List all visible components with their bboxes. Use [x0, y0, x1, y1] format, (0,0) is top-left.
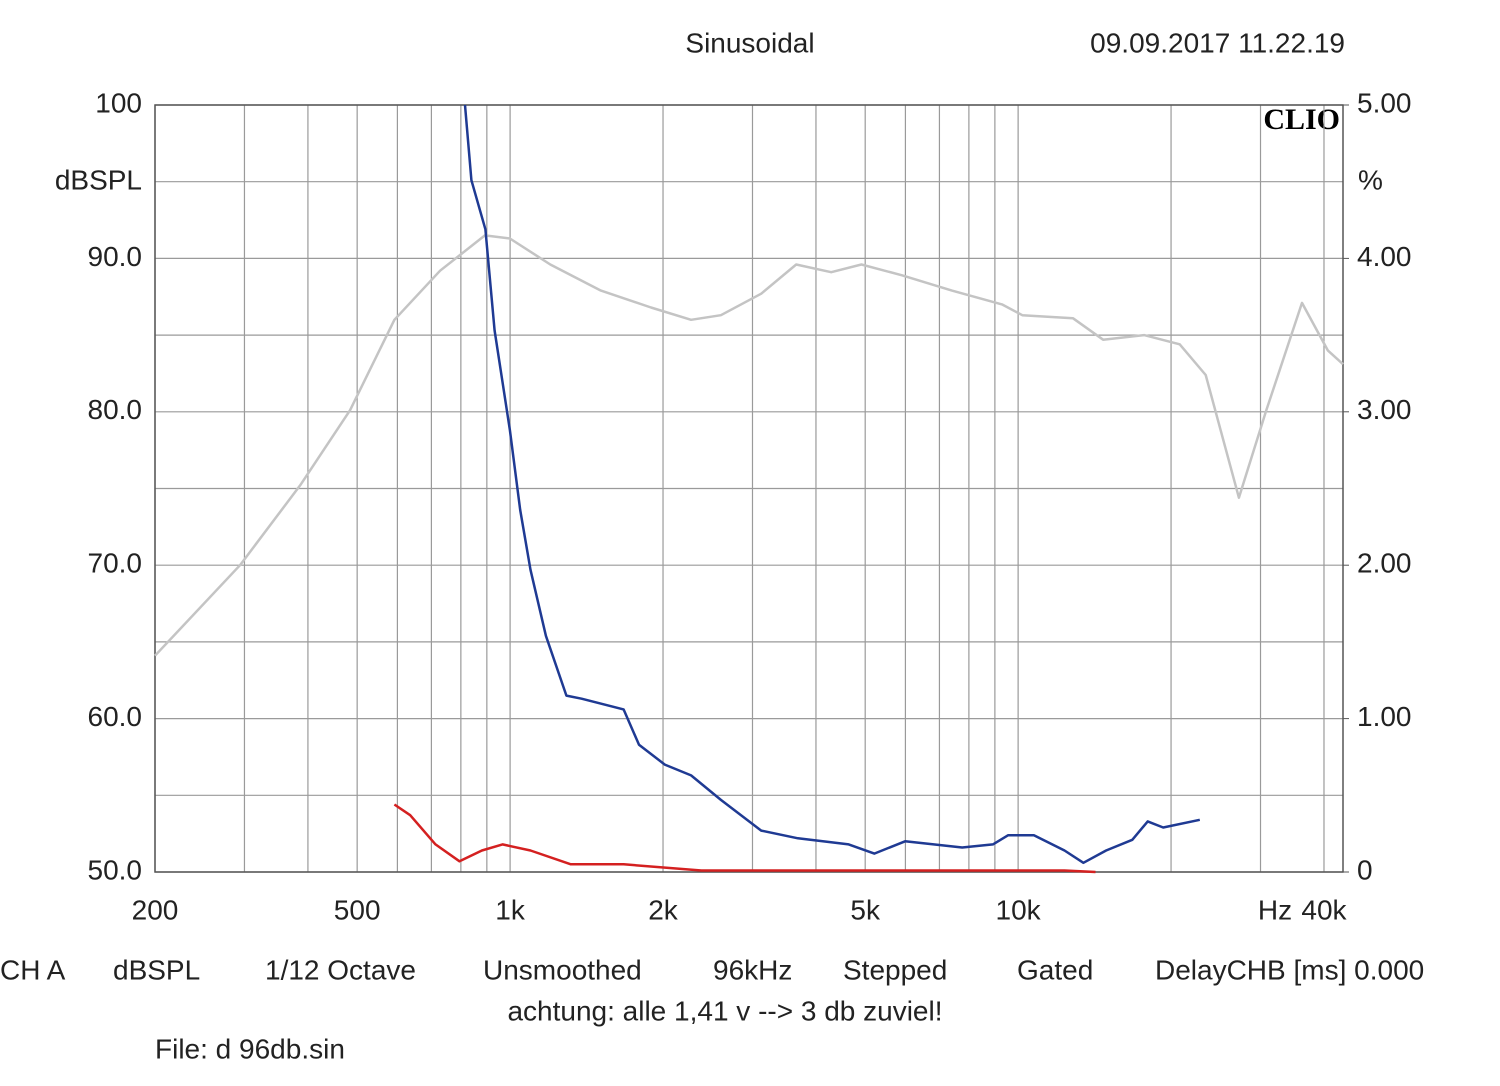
data-line — [393, 803, 1096, 874]
y-tick-label: 90.0 — [88, 241, 143, 272]
x-tick-label: 5k — [850, 894, 881, 925]
footer-item: 96kHz — [713, 954, 792, 985]
y2-tick-label: 1.00 — [1357, 701, 1412, 732]
y-tick-label: 100 — [95, 87, 142, 118]
footer-item: 1/12 Octave — [265, 954, 416, 985]
data-line — [154, 234, 1344, 657]
x-tick-label: 200 — [132, 894, 179, 925]
x-tick-label: 2k — [648, 894, 679, 925]
footer-item: Stepped — [843, 954, 947, 985]
footer-item: Gated — [1017, 954, 1093, 985]
timestamp: 09.09.2017 11.22.19 — [1090, 27, 1345, 58]
footer-item: DelayCHB [ms] 0.000 — [1155, 954, 1424, 985]
data-line — [463, 104, 1201, 865]
footer-item: CH A — [0, 954, 66, 985]
plot-frame — [154, 104, 1344, 873]
footer-item: Unsmoothed — [483, 954, 642, 985]
y2-tick-label: 0 — [1357, 854, 1373, 885]
y-tick-label: 80.0 — [88, 394, 143, 425]
x-tick-label: 10k — [996, 894, 1042, 925]
chart-title: Sinusoidal — [685, 27, 814, 58]
y-tick-label: 50.0 — [88, 854, 143, 885]
y2-axis-label: % — [1358, 164, 1383, 195]
logo: CLIO — [1263, 103, 1340, 136]
y2-tick-label: 3.00 — [1357, 394, 1412, 425]
x-tick-label: 1k — [495, 894, 526, 925]
y-axis-label: dBSPL — [55, 164, 142, 195]
note: achtung: alle 1,41 v --> 3 db zuviel! — [507, 995, 942, 1026]
y-tick-label: 70.0 — [88, 548, 143, 579]
y2-tick-label: 4.00 — [1357, 241, 1412, 272]
y2-tick-label: 5.00 — [1357, 87, 1412, 118]
y2-tick-label: 2.00 — [1357, 548, 1412, 579]
footer-item: dBSPL — [113, 954, 200, 985]
x-tick-label: 40k — [1301, 894, 1347, 925]
y-tick-label: 60.0 — [88, 701, 143, 732]
x-axis-label: Hz — [1258, 894, 1292, 925]
file-name: File: d 96db.sin — [155, 1033, 345, 1064]
x-tick-label: 500 — [334, 894, 381, 925]
